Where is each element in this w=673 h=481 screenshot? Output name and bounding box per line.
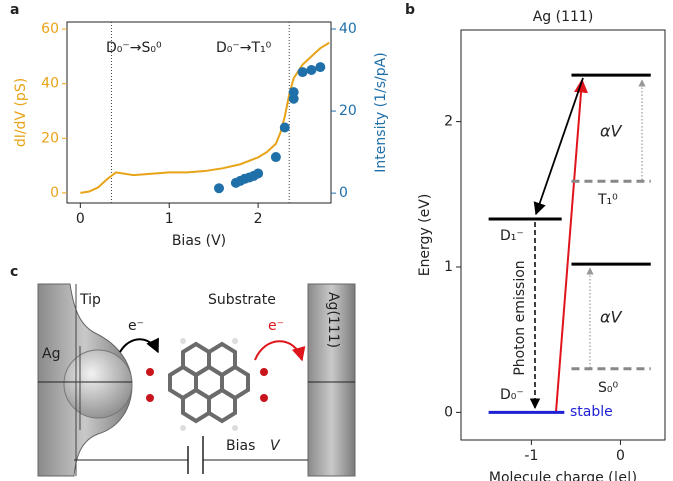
x-tick-label: 0 [76, 211, 85, 227]
data-point [214, 183, 224, 193]
annotation: D₀⁻→S₀⁰ [106, 40, 162, 56]
data-point [289, 87, 299, 97]
level-label: S₀⁰ [598, 380, 618, 396]
y-axis-label: Energy (eV) [417, 194, 433, 277]
y-tick-label: 40 [41, 76, 59, 92]
y-tick-label: 0 [444, 404, 453, 420]
tip-label: Tip [79, 292, 101, 308]
y-tick-label: 60 [41, 21, 59, 37]
energy-label: αV [600, 308, 623, 327]
x-tick-label: 0 [616, 448, 625, 464]
y2-tick-label: 40 [339, 21, 357, 37]
x-tick-label: -1 [524, 448, 538, 464]
tip-metal-label: Ag [42, 346, 60, 362]
panel-label: a [10, 2, 19, 18]
plot-frame [461, 30, 665, 440]
x-tick-label: 2 [254, 211, 263, 227]
energy-label: αV [600, 122, 623, 141]
x-axis-label: Molecule charge (|e|) [489, 470, 637, 481]
data-point [315, 62, 325, 72]
level-label: T₁⁰ [597, 192, 618, 208]
annotation: D₀⁻→T₁⁰ [216, 40, 272, 56]
y2-tick-label: 0 [339, 185, 348, 201]
bias-label: Bias [226, 438, 255, 454]
data-point [298, 67, 308, 77]
substrate-label: Substrate [208, 292, 276, 308]
x-axis-label: Bias (V) [172, 233, 226, 249]
substrate-metal-label: Ag(111) [325, 292, 341, 348]
data-point [271, 152, 281, 162]
electron-label: e⁻ [268, 318, 284, 334]
data-line [80, 43, 329, 193]
bias-symbol: V [270, 438, 281, 454]
stable-label: stable [570, 404, 613, 420]
y2-axis-label: Intensity (1/s/pA) [373, 52, 389, 172]
y2-tick-label: 20 [339, 103, 357, 119]
y-axis-label: dI/dV (pS) [13, 78, 29, 147]
data-point [280, 122, 290, 132]
level-label: D₀⁻ [500, 387, 524, 403]
chart-title: Ag (111) [533, 9, 594, 25]
photon-label: Photon emission [512, 260, 528, 375]
panel-label: b [405, 2, 415, 18]
panel-label: c [10, 264, 18, 280]
y-tick-label: 1 [444, 259, 453, 275]
junction-illustration [38, 284, 355, 476]
level-label: D₁⁻ [500, 228, 524, 244]
electron-label: e⁻ [128, 318, 144, 334]
x-tick-label: 1 [165, 211, 174, 227]
data-point [253, 168, 263, 178]
y-tick-label: 0 [50, 185, 59, 201]
data-point [306, 65, 316, 75]
transition-arrows [535, 78, 642, 412]
figure: a b c D₀⁻→S₀⁰ D₀⁻→T₁⁰ Ag (111) D₀⁻ D₁⁻ T… [0, 0, 673, 481]
y-tick-label: 2 [444, 114, 453, 130]
y-tick-label: 20 [41, 130, 59, 146]
